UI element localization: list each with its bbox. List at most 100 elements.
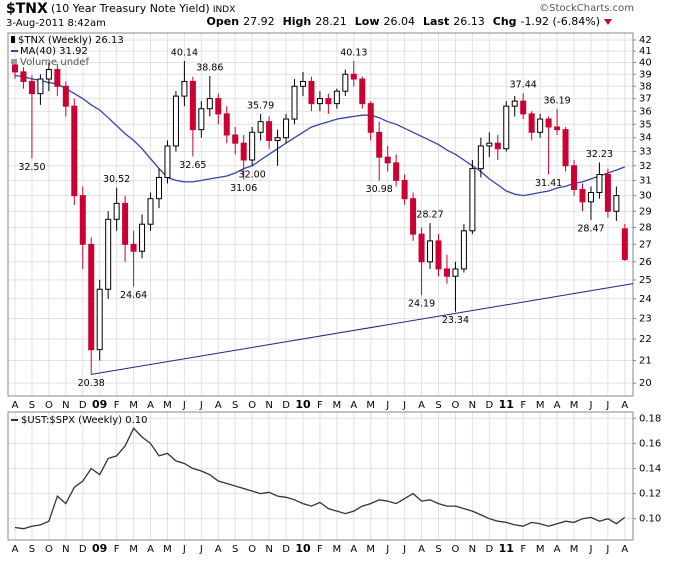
x-tick-label: O <box>45 400 53 411</box>
x-tick-label: D <box>282 400 290 411</box>
candle-body <box>427 240 434 263</box>
x-tick-label: F <box>317 544 323 555</box>
y-tick-label: 0.12 <box>639 489 661 500</box>
x-tick-label: J <box>199 544 203 555</box>
x-tick-label: M <box>536 544 545 555</box>
x-tick-label: A <box>621 544 628 555</box>
x-tick-label: A <box>147 544 154 555</box>
x-tick-label: F <box>114 544 120 555</box>
y-tick-label: 26 <box>639 257 652 268</box>
x-tick-label: J <box>385 400 389 411</box>
candle-body <box>562 129 569 167</box>
x-tick-label: A <box>350 544 357 555</box>
x-tick-label: M <box>536 400 545 411</box>
candle-body <box>249 131 256 161</box>
candle-body <box>316 98 323 105</box>
y-tick-label: 40 <box>639 58 652 69</box>
candle-body <box>130 243 137 252</box>
x-tick-label: M <box>570 544 579 555</box>
x-tick-label: A <box>621 400 628 411</box>
y-tick-label: 29 <box>639 206 652 217</box>
x-tick-label: 11 <box>499 398 514 411</box>
x-tick-label: M <box>163 544 172 555</box>
price-annotation: 38.86 <box>196 62 223 73</box>
candle-body <box>240 142 247 161</box>
x-tick-label: A <box>554 544 561 555</box>
candle-body <box>291 85 298 120</box>
x-tick-label: A <box>554 400 561 411</box>
x-tick-label: F <box>114 400 120 411</box>
candle-body <box>418 233 425 263</box>
candle-body <box>274 137 281 141</box>
candle-body <box>621 228 628 260</box>
price-annotation: 30.52 <box>103 174 130 185</box>
down-arrow <box>604 19 612 25</box>
x-tick-label: N <box>265 400 272 411</box>
candle-body <box>554 126 561 131</box>
price-annotation: 28.47 <box>577 223 604 234</box>
candle-body <box>520 100 527 115</box>
x-tick-label: N <box>62 400 69 411</box>
x-tick-label: N <box>469 544 476 555</box>
candle-body <box>257 121 264 133</box>
candle-body <box>613 195 620 212</box>
y-tick-label: 0.10 <box>639 514 661 525</box>
candle-body <box>503 105 510 150</box>
candle-body <box>139 223 146 252</box>
candle-body <box>308 80 315 105</box>
candle-body <box>333 90 340 105</box>
price-annotation: 28.27 <box>416 210 443 221</box>
y-tick-label: 35 <box>639 119 652 130</box>
plot-background <box>8 412 633 540</box>
price-annotation: 37.44 <box>510 80 537 91</box>
price-annotation: 24.19 <box>408 299 435 310</box>
candle-body <box>96 288 103 351</box>
quote: Open 27.92 High 28.21 Low 26.04 Last 26.13 Chg -1… <box>207 15 600 28</box>
x-tick-label: M <box>366 400 375 411</box>
candle-body <box>342 73 349 92</box>
candle-body <box>12 64 18 73</box>
x-tick-label: S <box>29 400 35 411</box>
candle-body <box>325 98 332 105</box>
x-tick-label: J <box>402 400 406 411</box>
x-tick-label: S <box>232 544 238 555</box>
candle-body <box>283 118 290 139</box>
x-tick-label: 11 <box>499 542 514 555</box>
x-tick-label: A <box>350 400 357 411</box>
x-tick-label: S <box>29 544 35 555</box>
x-tick-label: M <box>163 400 172 411</box>
y-tick-label: 0.16 <box>639 438 661 449</box>
source: ©StockCharts.com <box>539 3 634 14</box>
x-tick-label: O <box>45 544 53 555</box>
price-annotation: 32.23 <box>586 149 613 160</box>
candle-body <box>155 176 162 200</box>
price-annotation: 40.14 <box>171 47 198 58</box>
candle-body <box>45 69 52 80</box>
candle-body <box>596 174 603 194</box>
candle-body <box>20 71 27 82</box>
y-tick-label: 34 <box>639 133 652 144</box>
candle-body <box>266 121 273 141</box>
quote-value: 26.13 <box>453 15 485 28</box>
x-tick-label: J <box>588 400 592 411</box>
x-tick-label: F <box>520 400 526 411</box>
x-tick-label: S <box>435 544 441 555</box>
candle-body <box>206 98 213 110</box>
quote-value: 26.04 <box>384 15 416 28</box>
candle-body <box>79 195 86 245</box>
candle-body <box>37 78 44 95</box>
y-tick-label: 33 <box>639 147 652 158</box>
candle-body <box>223 113 230 136</box>
candle-body <box>410 198 417 235</box>
symbol-description: (10 Year Treasury Note Yield) <box>51 2 210 15</box>
legend-candle-icon <box>11 36 15 43</box>
candle-body <box>511 100 518 107</box>
x-tick-label: O <box>248 400 256 411</box>
candle-body <box>54 69 61 87</box>
plot-frame <box>7 411 634 541</box>
candle-body <box>452 268 459 277</box>
candle-body <box>299 80 306 87</box>
quote-value: -1.92 (-6.84%) <box>521 15 600 28</box>
x-tick-label: O <box>452 544 460 555</box>
